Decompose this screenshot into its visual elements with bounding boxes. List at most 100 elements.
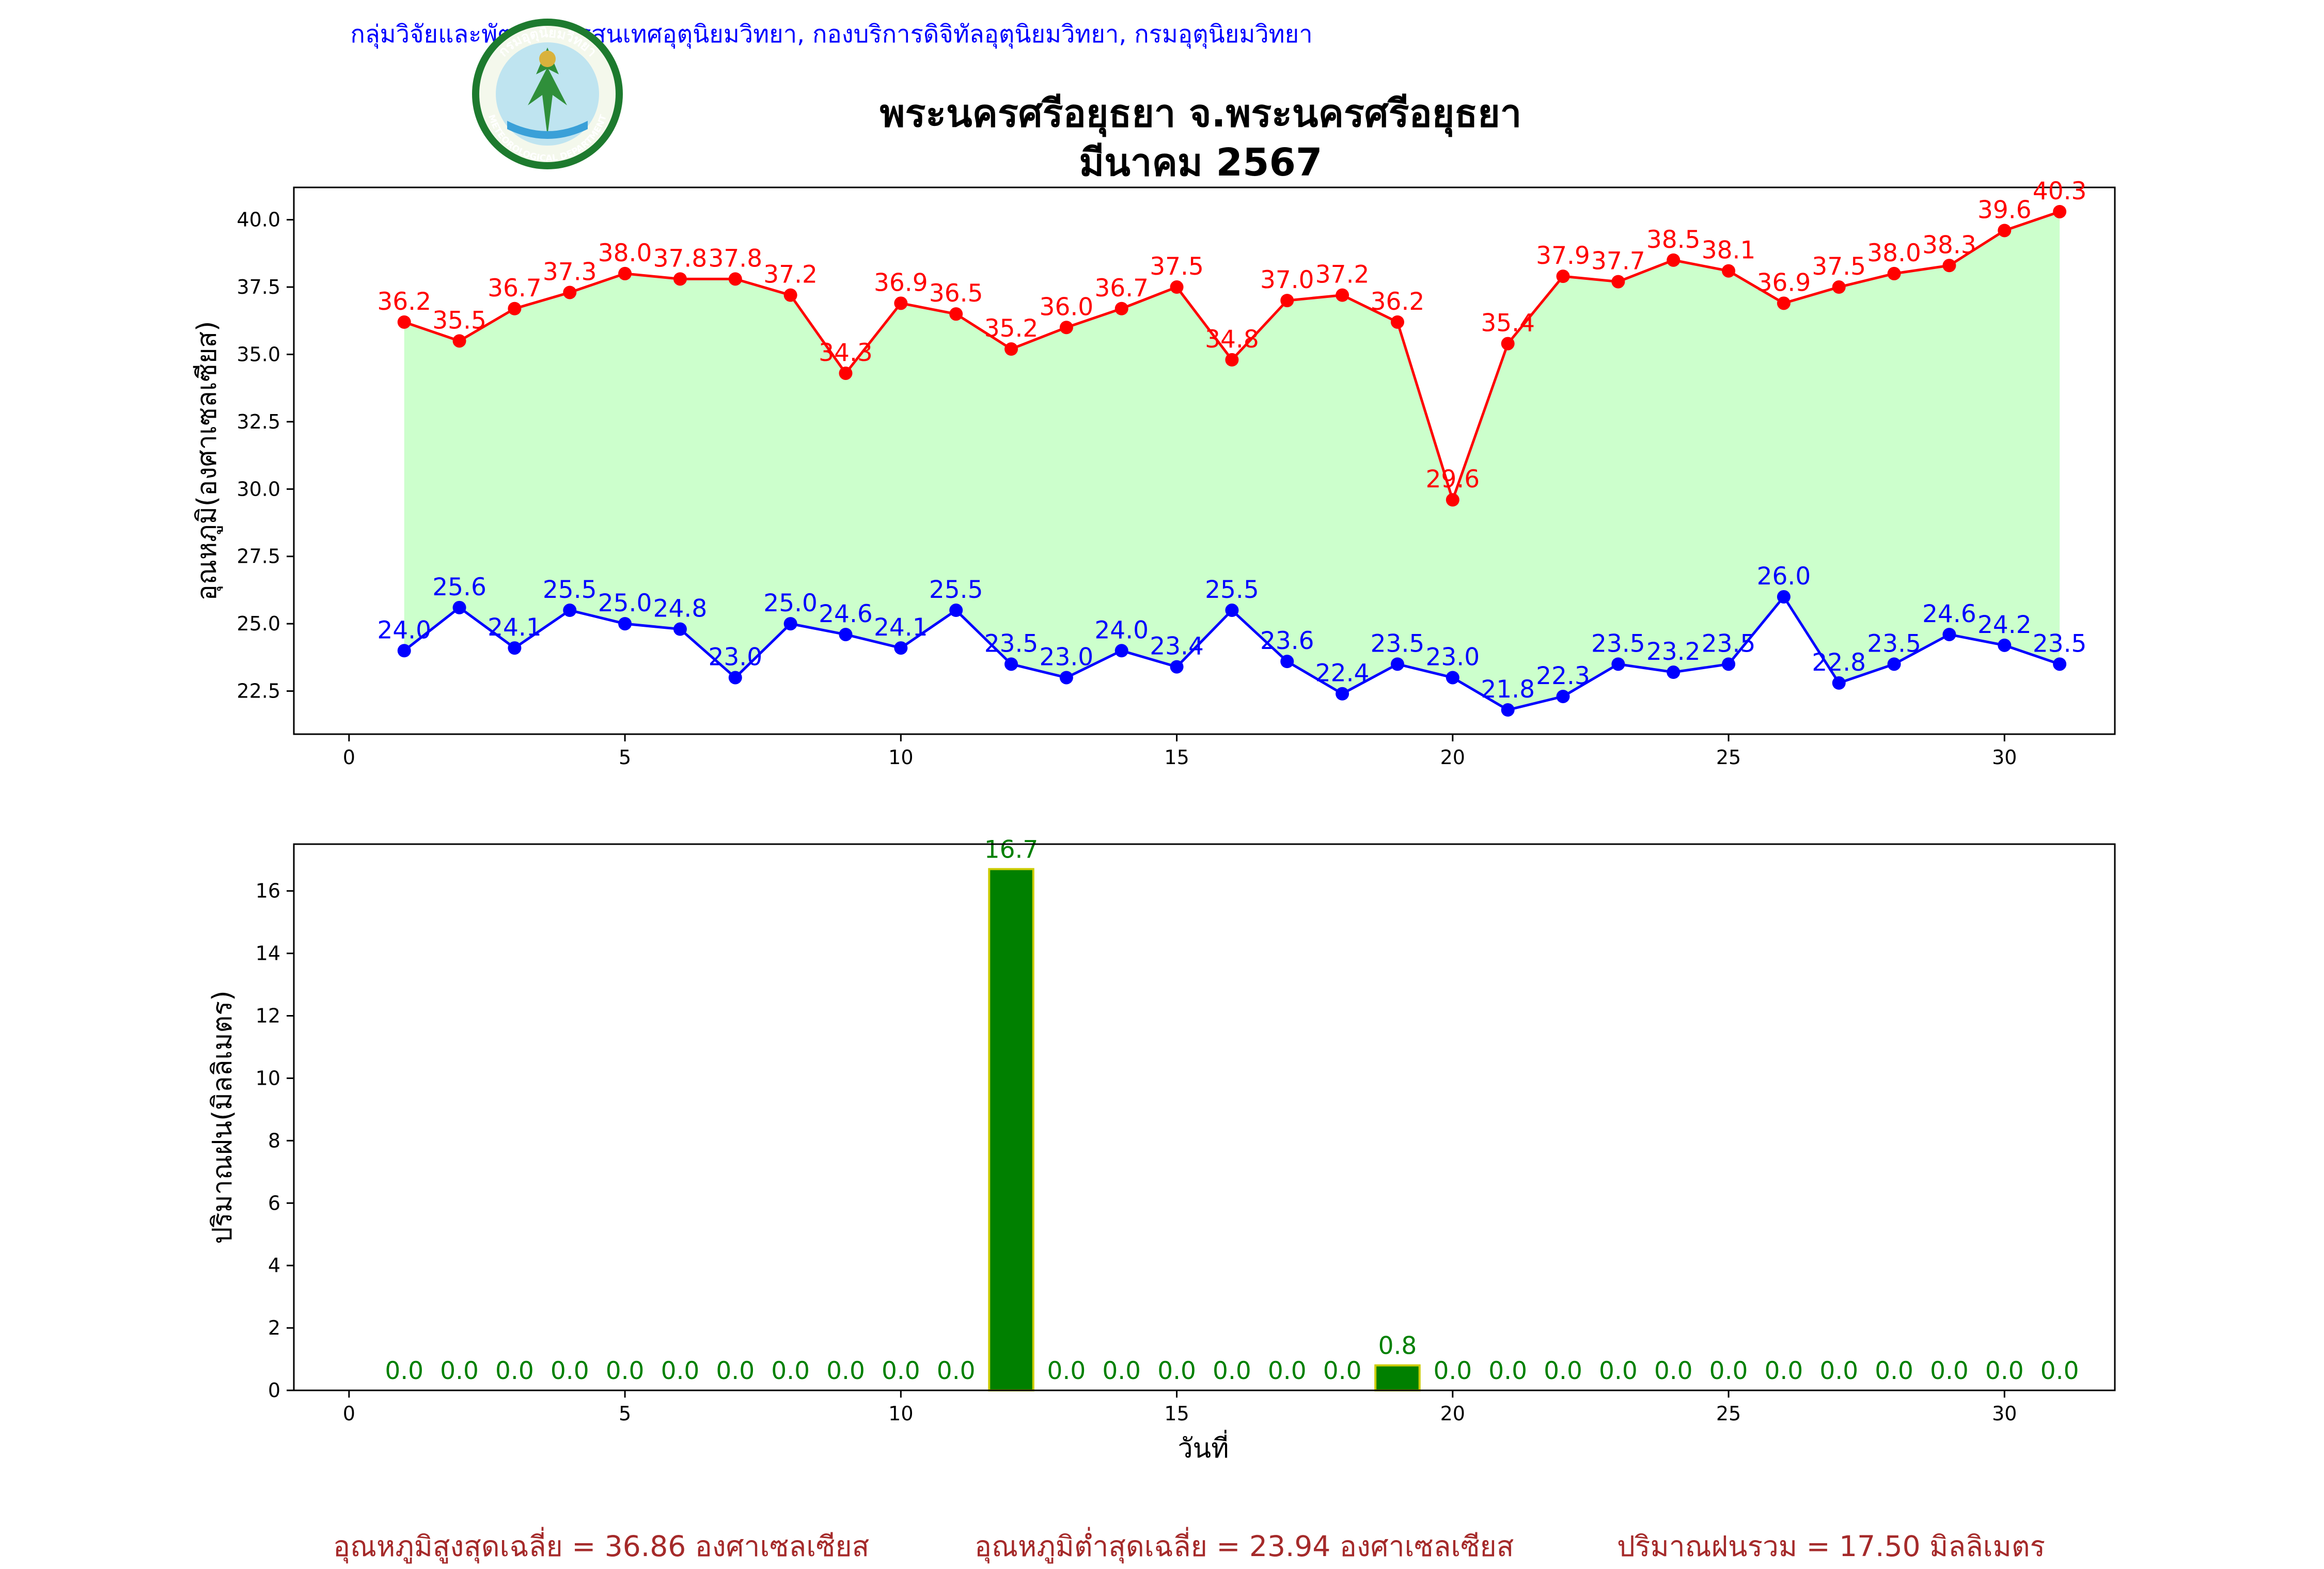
max-temp-point — [1059, 321, 1073, 335]
temp-x-tick-label: 15 — [1164, 746, 1189, 769]
min-temp-point — [1777, 590, 1791, 604]
rain-value-label: 0.0 — [2040, 1357, 2079, 1385]
rain-value-label: 0.0 — [716, 1357, 755, 1385]
temp-x-tick-label: 0 — [343, 746, 355, 769]
min-temp-point — [1556, 689, 1570, 703]
min-temp-value-label: 22.4 — [1315, 659, 1370, 688]
max-temp-value-label: 36.9 — [874, 268, 928, 297]
temp-y-tick-label: 22.5 — [237, 680, 280, 703]
min-temp-point — [783, 617, 797, 631]
rain-x-tick-label: 5 — [619, 1402, 631, 1425]
max-temp-value-label: 36.0 — [1040, 293, 1094, 321]
min-temp-point — [1998, 638, 2012, 652]
rain-y-tick-label: 16 — [256, 880, 280, 902]
max-temp-point — [1611, 275, 1625, 289]
rain-x-tick-label: 15 — [1164, 1402, 1189, 1425]
rain-bar — [1374, 1364, 1421, 1391]
min-temp-point — [839, 627, 853, 641]
max-temp-value-label: 37.3 — [543, 258, 597, 286]
rain-value-label: 16.7 — [984, 835, 1039, 864]
max-temp-value-label: 37.8 — [708, 244, 762, 273]
max-temp-point — [1280, 294, 1294, 308]
temp-x-tick-label: 20 — [1440, 746, 1465, 769]
rain-value-label: 0.0 — [1213, 1357, 1251, 1385]
rain-x-tick-label: 0 — [343, 1402, 355, 1425]
temp-y-axis-label: อุณหภูมิ(องศาเซลเซียส) — [192, 321, 223, 601]
rain-value-label: 0.0 — [1047, 1357, 1086, 1385]
min-temp-value-label: 22.3 — [1536, 662, 1590, 690]
rain-value-label: 0.0 — [1985, 1357, 2024, 1385]
rain-y-tick-label: 2 — [268, 1317, 280, 1339]
max-temp-point — [1887, 266, 1901, 280]
max-temp-value-label: 36.2 — [1371, 288, 1425, 316]
min-temp-value-label: 25.5 — [543, 576, 597, 604]
max-temp-value-label: 37.5 — [1812, 252, 1866, 281]
max-temp-value-label: 38.1 — [1702, 236, 1756, 265]
min-temp-value-label: 23.0 — [708, 643, 762, 671]
min-temp-point — [618, 617, 632, 631]
rain-value-label: 0.0 — [1930, 1357, 1969, 1385]
meteorological-department-logo: กรมอุตุนิยมวิทยา METEOROLOGICAL DEPARTME… — [472, 19, 623, 169]
temperature-axes-frame — [293, 186, 2116, 735]
min-temp-value-label: 24.2 — [1977, 611, 2032, 639]
max-temp-point — [2053, 204, 2067, 218]
temp-y-tick-label: 37.5 — [237, 276, 280, 298]
min-temp-point — [1832, 676, 1846, 690]
rain-axes-frame — [293, 843, 2116, 1391]
min-temp-value-label: 23.5 — [1867, 629, 1921, 658]
rain-y-tick-label: 0 — [268, 1379, 280, 1402]
min-temp-point — [1280, 655, 1294, 669]
temp-y-tick-label: 30.0 — [237, 478, 280, 500]
min-temp-value-label: 24.1 — [874, 613, 928, 642]
rain-value-label: 0.0 — [1709, 1357, 1748, 1385]
rain-value-label: 0.0 — [1268, 1357, 1307, 1385]
temp-y-tick-label: 35.0 — [237, 343, 280, 366]
rain-value-label: 0.0 — [495, 1357, 534, 1385]
max-temp-value-label: 34.3 — [819, 339, 873, 367]
min-temp-value-label: 23.5 — [984, 629, 1039, 658]
min-temp-point — [1004, 657, 1018, 671]
rain-value-label: 0.0 — [1819, 1357, 1858, 1385]
max-temp-point — [894, 296, 908, 310]
max-temp-value-label: 39.6 — [1977, 196, 2032, 224]
max-temp-value-label: 37.7 — [1591, 247, 1645, 276]
min-temp-point — [1390, 657, 1404, 671]
min-temp-value-label: 25.0 — [763, 589, 818, 617]
rain-x-axis-label: วันที่ — [1177, 1430, 1229, 1464]
min-temp-point — [1446, 671, 1459, 685]
min-temp-point — [452, 600, 466, 614]
temp-y-tick-label: 25.0 — [237, 612, 280, 635]
min-temp-value-label: 23.4 — [1150, 632, 1204, 661]
max-temp-value-label: 36.7 — [488, 274, 542, 303]
max-temp-value-label: 35.2 — [984, 314, 1039, 343]
temp-y-tick-label: 27.5 — [237, 545, 280, 568]
max-temp-value-label: 37.2 — [763, 261, 818, 289]
rain-value-label: 0.0 — [1323, 1357, 1362, 1385]
rain-y-tick-label: 14 — [256, 942, 280, 965]
max-temp-value-label: 38.0 — [1867, 239, 1921, 267]
max-temp-point — [1777, 296, 1791, 310]
min-temp-point — [1722, 657, 1736, 671]
max-temp-value-label: 29.6 — [1425, 465, 1480, 494]
rain-value-label: 0.0 — [1599, 1357, 1638, 1385]
rain-value-label: 0.0 — [385, 1357, 423, 1385]
max-temp-point — [1501, 337, 1515, 351]
max-temp-point — [949, 307, 963, 321]
rain-x-tick-label: 10 — [888, 1402, 913, 1425]
min-temp-value-label: 24.0 — [1094, 616, 1149, 644]
min-temp-point — [508, 641, 522, 655]
max-temp-point — [1446, 493, 1459, 507]
min-temp-point — [1225, 604, 1239, 617]
rain-value-label: 0.0 — [606, 1357, 645, 1385]
min-temp-point — [1336, 687, 1349, 701]
rain-value-label: 0.0 — [1102, 1357, 1141, 1385]
max-temp-point — [783, 288, 797, 302]
max-temp-value-label: 35.5 — [432, 306, 486, 335]
max-temp-point — [1556, 270, 1570, 283]
max-temp-point — [618, 266, 632, 280]
temp-x-tick-label: 10 — [888, 746, 913, 769]
min-temp-point — [1501, 703, 1515, 717]
min-temp-value-label: 25.5 — [929, 576, 983, 604]
max-temp-value-label: 35.4 — [1481, 309, 1535, 338]
min-temp-point — [563, 604, 577, 617]
